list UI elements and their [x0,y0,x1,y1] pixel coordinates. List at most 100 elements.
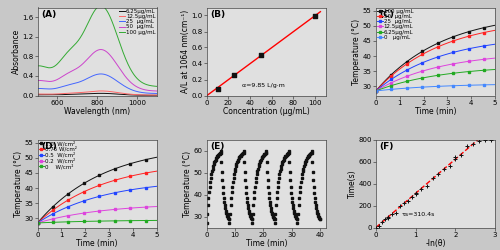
6.25μg/mL [490,68,496,71]
X-axis label: Time (min): Time (min) [246,239,287,248]
100 μg/mL [417,51,423,54]
12.5μg/mL [417,70,423,73]
Point [452,155,460,159]
Point [396,204,404,208]
100 μg/mL [121,53,127,56]
Point [214,87,222,91]
12.5μg/mL [479,58,485,61]
Y-axis label: A/L at 1064 nm(cm⁻¹): A/L at 1064 nm(cm⁻¹) [181,10,190,93]
Point [378,220,386,224]
6.25μg/mL [49,93,55,96]
Text: (B): (B) [210,10,226,19]
Text: τs=310.4s: τs=310.4s [402,212,436,217]
100 μg/mL [373,90,379,92]
1.0  W/cm² [140,159,146,162]
50  μg/mL [417,54,423,57]
25  μg/mL [479,45,485,48]
Legend: 1.0  W/cm², 0.75 W/cm², 0.5  W/cm², 0.2  W/cm², 0    W/cm²: 1.0 W/cm², 0.75 W/cm², 0.5 W/cm², 0.2 W/… [38,140,78,170]
12.5μg/mL [386,82,392,85]
1.0  W/cm² [34,222,40,224]
100 μg/mL [386,75,392,78]
Text: (A): (A) [41,10,56,19]
Point [412,192,420,196]
25  μg/mL [98,72,104,76]
Point [388,212,396,216]
6.25μg/mL [82,92,87,96]
12.5μg/mL [98,90,104,92]
25  μg/mL [122,84,128,87]
0.5  W/cm² [140,186,146,190]
50  μg/mL [154,90,160,92]
X-axis label: Time (min): Time (min) [414,107,456,116]
6.25μg/mL [492,68,498,71]
100 μg/mL [479,27,485,30]
Point [311,14,319,18]
Legend: 6.25μg/mL, 12.5μg/mL, 25  μg/mL, 50  μg/mL, 100 μg/mL: 6.25μg/mL, 12.5μg/mL, 25 μg/mL, 50 μg/mL… [118,8,156,35]
X-axis label: -ln(θ): -ln(θ) [425,239,446,248]
Y-axis label: Temperature (°C): Temperature (°C) [183,150,192,216]
Text: (E): (E) [210,142,224,151]
100 μg/mL [82,28,87,32]
50  μg/mL [82,60,87,64]
12.5μg/mL [490,57,496,60]
0   μg/mL [373,90,379,92]
Line: 25  μg/mL: 25 μg/mL [375,43,496,92]
100 μg/mL [74,42,80,44]
100 μg/mL [122,54,128,57]
Line: 50  μg/mL: 50 μg/mL [38,50,156,91]
X-axis label: Wavelength (nm): Wavelength (nm) [64,107,130,116]
Line: 6.25μg/mL: 6.25μg/mL [375,68,496,92]
25  μg/mL [49,88,55,90]
100 μg/mL [492,24,498,27]
0.75 W/cm² [34,222,40,224]
100 μg/mL [98,4,104,7]
Text: α=9.85 L/g·m: α=9.85 L/g·m [242,84,286,88]
0.5  W/cm² [48,214,54,216]
25  μg/mL [386,79,392,82]
100 μg/mL [49,66,55,69]
12.5μg/mL [74,91,80,94]
25  μg/mL [402,70,407,73]
100 μg/mL [34,64,40,68]
0    W/cm² [48,221,54,224]
0    W/cm² [140,219,146,222]
25  μg/mL [121,84,127,87]
Line: 12.5μg/mL: 12.5μg/mL [375,57,496,92]
Point [408,195,416,199]
Point [384,216,392,220]
0.75 W/cm² [56,204,62,207]
0.2  W/cm² [48,218,54,221]
Point [392,211,400,215]
Text: (C): (C) [380,10,394,19]
50  μg/mL [74,67,80,70]
100 μg/mL [395,67,401,70]
6.25μg/mL [122,93,128,96]
0    W/cm² [63,220,69,224]
Point [417,187,425,191]
6.25μg/mL [154,94,160,97]
50  μg/mL [34,79,40,82]
Line: 1.0  W/cm²: 1.0 W/cm² [36,156,158,224]
6.25μg/mL [121,93,127,96]
50  μg/mL [490,29,496,32]
0   μg/mL [417,86,423,89]
Point [469,142,477,146]
0.75 W/cm² [140,172,146,175]
50  μg/mL [98,48,104,51]
50  μg/mL [479,32,485,34]
Line: 12.5μg/mL: 12.5μg/mL [38,91,156,95]
Point [481,138,489,141]
0   μg/mL [492,83,498,86]
Point [384,215,392,219]
0   μg/mL [395,87,401,90]
0.75 W/cm² [154,170,160,173]
Point [381,217,389,221]
Point [372,226,380,230]
0.2  W/cm² [56,216,62,219]
0.75 W/cm² [78,191,84,194]
1.0  W/cm² [154,156,160,159]
Y-axis label: Absorbance: Absorbance [12,29,20,74]
Point [428,176,436,180]
Point [463,144,471,148]
25  μg/mL [34,87,40,90]
